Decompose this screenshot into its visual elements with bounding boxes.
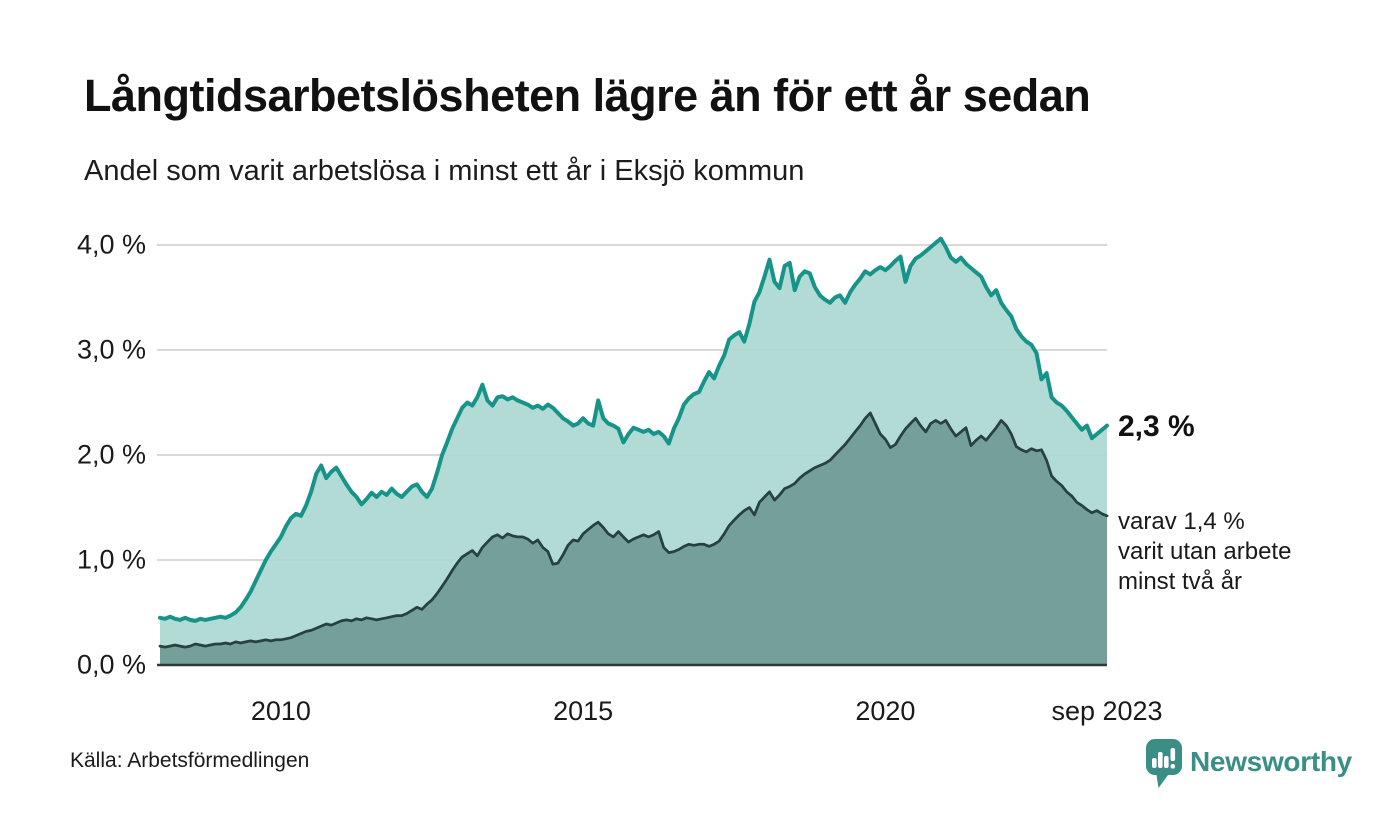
line-minst-ett-ar bbox=[158, 236, 1109, 623]
newsworthy-logo-icon bbox=[1146, 739, 1182, 788]
y-tick-label: 3,0 % bbox=[76, 334, 146, 365]
x-tick-label: sep 2023 bbox=[1051, 696, 1163, 726]
x-tick-label: 2020 bbox=[855, 696, 916, 726]
annotation-line: minst två år bbox=[1118, 568, 1243, 595]
x-tick-label: 2015 bbox=[553, 696, 614, 726]
y-tick-label: 1,0 % bbox=[76, 544, 146, 575]
annotation-line: varav 1,4 % bbox=[1118, 508, 1245, 535]
newsworthy-logo[interactable]: Newsworthy bbox=[1144, 738, 1352, 790]
y-tick-label: 2,0 % bbox=[76, 439, 146, 470]
annotation-line: varit utan arbete bbox=[1118, 538, 1292, 565]
secondary-series-annotation: varav 1,4 % varit utan arbete minst två … bbox=[1118, 507, 1291, 597]
y-tick-label: 4,0 % bbox=[76, 229, 146, 260]
line-minst-tva-ar bbox=[158, 411, 1109, 649]
source-caption: Källa: Arbetsförmedlingen bbox=[70, 749, 310, 772]
newsworthy-wordmark: Newsworthy bbox=[1190, 746, 1352, 777]
x-tick-label: 2010 bbox=[250, 696, 311, 726]
page-subtitle: Andel som varit arbetslösa i minst ett å… bbox=[84, 155, 805, 187]
page-title: Långtidsarbetslösheten lägre än för ett … bbox=[84, 70, 1091, 121]
y-tick-label: 0,0 % bbox=[76, 649, 146, 680]
latest-value-label: 2,3 % bbox=[1118, 410, 1195, 443]
